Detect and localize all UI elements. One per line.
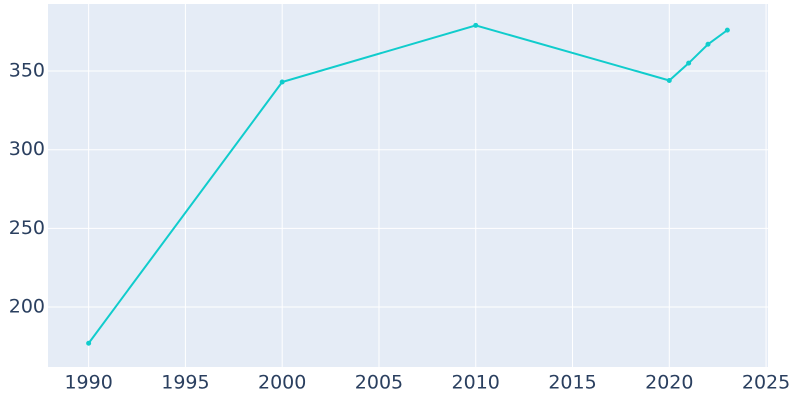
x-tick-label: 2020 xyxy=(645,372,693,394)
data-point xyxy=(705,41,711,47)
y-tick-label: 200 xyxy=(9,296,45,318)
plot-area xyxy=(48,4,768,367)
x-tick-label: 2025 xyxy=(742,372,790,394)
data-point xyxy=(724,27,730,33)
x-tick-label: 1995 xyxy=(161,372,209,394)
x-tick-label: 2005 xyxy=(355,372,403,394)
data-point xyxy=(666,77,672,83)
x-tick-label: 1990 xyxy=(64,372,112,394)
y-tick-label: 250 xyxy=(9,217,45,239)
x-tick-label: 2010 xyxy=(452,372,500,394)
x-tick-label: 2000 xyxy=(258,372,306,394)
x-tick-label: 2015 xyxy=(548,372,596,394)
data-point xyxy=(686,60,692,66)
y-tick-label: 300 xyxy=(9,138,45,160)
data-point xyxy=(86,340,92,346)
data-point xyxy=(279,79,285,85)
y-tick-label: 350 xyxy=(9,60,45,82)
data-point xyxy=(473,22,479,28)
